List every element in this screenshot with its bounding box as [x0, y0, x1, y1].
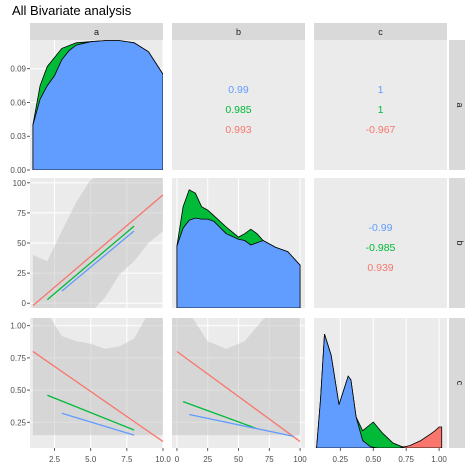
strip-top-label-b: b: [236, 27, 241, 37]
tick-label-x-b: 0: [175, 455, 180, 464]
regression-line-red: [32, 194, 163, 307]
tick-label-y-c: 0.50: [10, 386, 26, 395]
panel-plot-area: [176, 189, 301, 308]
tick-label-x-c: 1.00: [431, 455, 447, 464]
strip-top-c: [314, 23, 447, 40]
strip-right-c: [449, 318, 465, 448]
panel-b-b: [172, 178, 305, 308]
correlation-value-green: 1: [378, 104, 384, 116]
panel-c-b: [172, 318, 305, 448]
tick-label-x-a: 2.5: [49, 455, 61, 464]
correlation-value-blue: -0.99: [369, 222, 393, 234]
strip-right-label-b: b: [455, 240, 465, 245]
tick-label-x-c: 0.75: [398, 455, 414, 464]
panel-plot-area: [172, 318, 301, 443]
tick-label-y-b: 100: [13, 179, 27, 188]
tick-label-y-b: 25: [17, 269, 26, 278]
panel-a-b: 0.99 0.985 0.993: [172, 40, 305, 170]
tick-label-y-density: 0.00: [10, 166, 26, 175]
tick-label-y-density: 0.03: [10, 132, 26, 141]
confidence-ribbon: [32, 318, 163, 436]
density-blue: [316, 333, 378, 448]
panel-background: [172, 40, 305, 170]
regression-line-blue: [61, 412, 135, 436]
chart-title: All Bivariate analysis: [12, 3, 132, 18]
regression-line-red: [176, 350, 301, 443]
density-blue: [32, 40, 163, 170]
tick-label-y-density: 0.09: [10, 65, 26, 74]
tick-label-x-b: 75: [265, 455, 274, 464]
tick-label-y-c: 0.25: [10, 418, 26, 427]
regression-line-green: [46, 225, 135, 301]
tick-label-x-b: 50: [234, 455, 243, 464]
correlation-value-green: 0.985: [225, 104, 251, 116]
tick-label-y-density: 0.06: [10, 98, 26, 107]
strip-right-b: [449, 178, 465, 308]
tick-label-x-a: 5.0: [85, 455, 97, 464]
regression-line-blue: [61, 230, 135, 292]
tick-label-x-c: 0.50: [365, 455, 381, 464]
correlation-value-blue: 0.99: [228, 84, 249, 96]
panel-background: [314, 40, 447, 170]
correlation-value-blue: 1: [378, 84, 384, 96]
confidence-ribbon: [172, 318, 301, 436]
tick-label-x-a: 7.5: [121, 455, 133, 464]
regression-line-red: [32, 350, 163, 443]
panel-plot-area: [32, 178, 163, 308]
tick-label-x-a: 10.0: [155, 455, 171, 464]
panel-plot-area: [32, 40, 163, 170]
panel-plot-area: [316, 333, 443, 448]
strip-right-label-c: c: [455, 381, 465, 386]
strip-right-label-a: a: [455, 102, 465, 107]
panel-b-a: [30, 178, 164, 308]
panel-c-a: [30, 318, 164, 448]
panel-c-c: [314, 318, 447, 448]
panel-plot-area: [32, 318, 163, 443]
panel-background: [314, 178, 447, 308]
confidence-ribbon: [32, 178, 163, 308]
correlation-value-red: 0.939: [367, 262, 393, 274]
strip-top-label-c: c: [378, 27, 383, 37]
panel-a-a: [30, 40, 164, 171]
strip-right-a: [449, 40, 465, 170]
panel-b-c: -0.99 -0.985 0.939: [314, 178, 447, 308]
regression-line-green: [182, 401, 258, 430]
tick-label-y-b: 75: [17, 209, 26, 218]
strip-top-a: [30, 23, 163, 40]
tick-label-x-b: 100: [293, 455, 307, 464]
correlation-value-red: -0.967: [366, 124, 396, 136]
tick-label-y-c: 1.00: [10, 322, 26, 331]
correlation-value-red: 0.993: [225, 124, 251, 136]
density-red: [399, 426, 443, 448]
tick-label-x-c: 0.25: [333, 455, 349, 464]
correlation-value-green: -0.985: [366, 242, 396, 254]
strip-top-label-a: a: [94, 27, 99, 37]
tick-label-x-b: 25: [203, 455, 212, 464]
panel-a-c: 1 1 -0.967: [314, 40, 447, 170]
regression-line-green: [47, 394, 135, 431]
tick-label-y-b: 50: [17, 239, 26, 248]
density-blue: [176, 217, 301, 308]
tick-label-y-b: 0: [22, 299, 27, 308]
regression-line-blue: [189, 413, 295, 438]
strip-top-b: [172, 23, 305, 40]
tick-label-y-c: 0.75: [10, 354, 26, 363]
